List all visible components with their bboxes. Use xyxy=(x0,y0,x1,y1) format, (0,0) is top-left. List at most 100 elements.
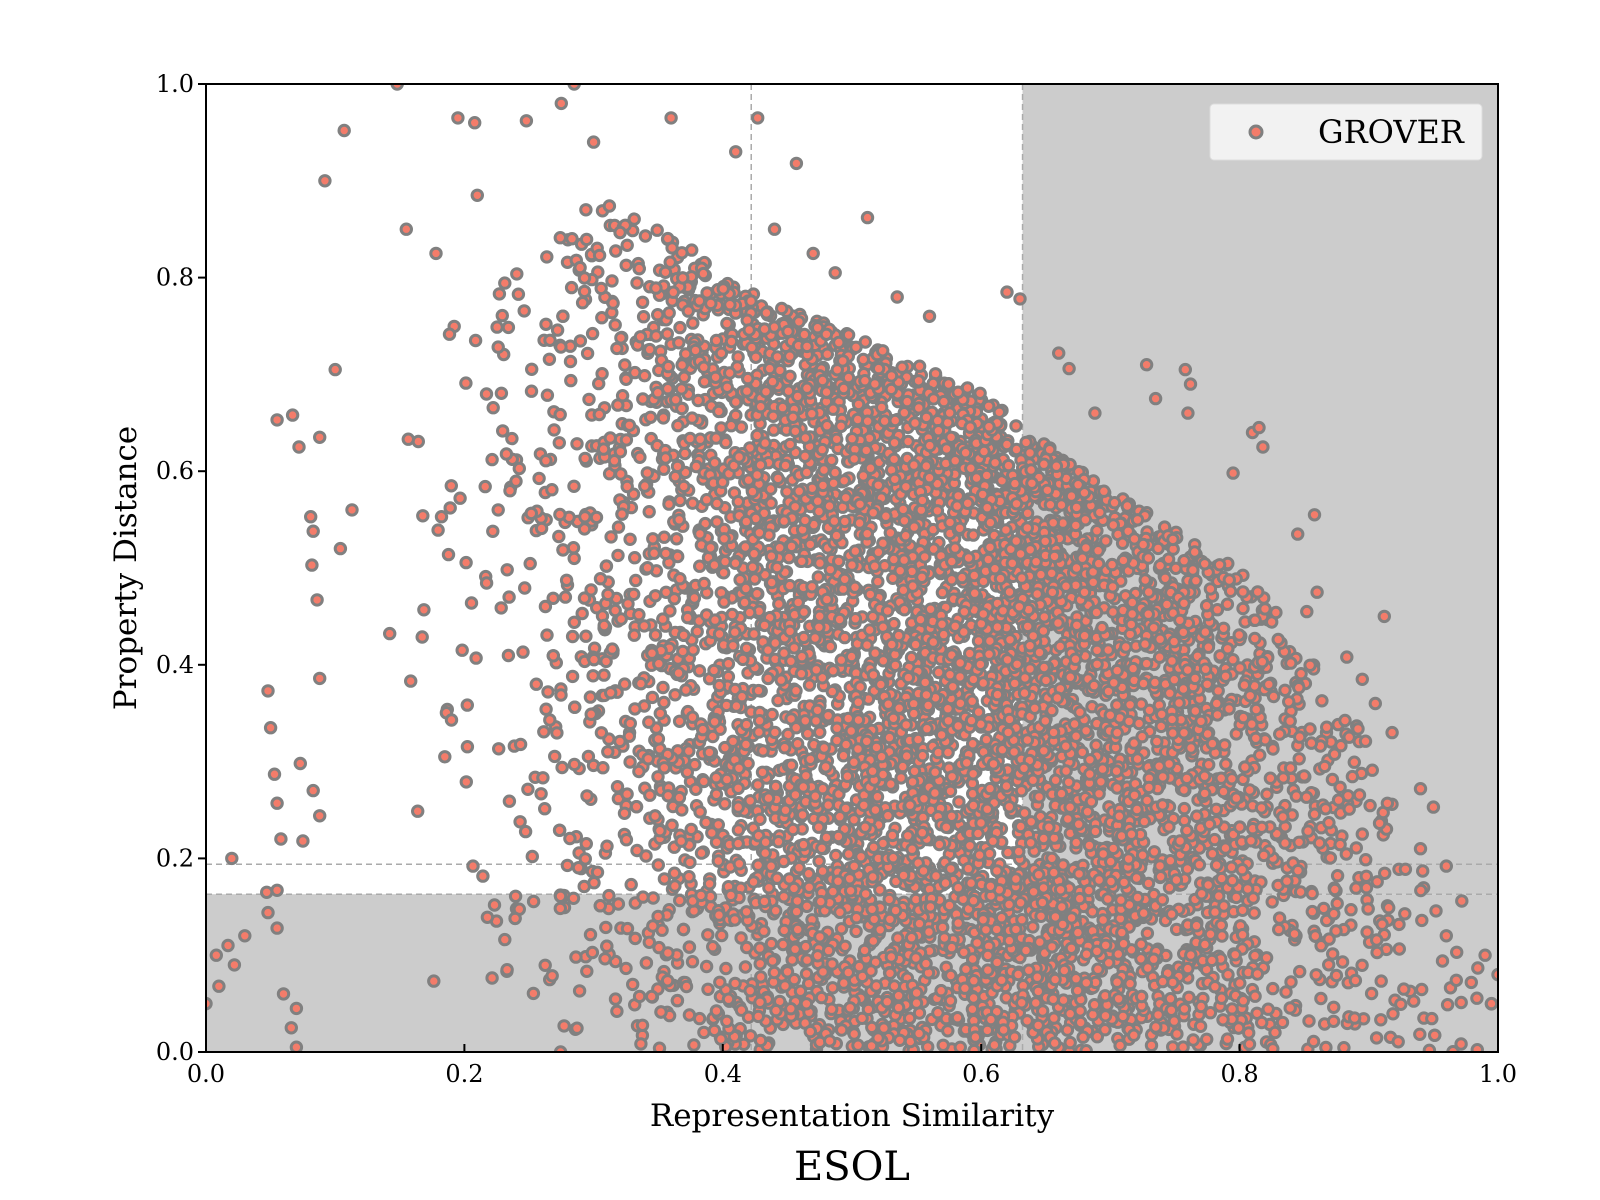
scatter-point xyxy=(567,551,581,566)
scatter-point xyxy=(503,484,517,498)
scatter-point xyxy=(843,872,857,886)
scatter-point xyxy=(1314,939,1328,953)
scatter-point xyxy=(1392,942,1407,956)
scatter-point xyxy=(1099,534,1113,548)
scatter-point xyxy=(1398,862,1413,876)
scatter-point xyxy=(816,478,830,493)
scatter-point xyxy=(492,742,506,756)
scatter-point xyxy=(1192,858,1207,872)
scatter-point xyxy=(1266,742,1280,756)
scatter-point xyxy=(1248,989,1262,1003)
scatter-point xyxy=(849,340,863,354)
scatter-point xyxy=(908,416,922,430)
scatter-point xyxy=(673,893,687,908)
scatter-point xyxy=(636,310,651,324)
scatter-point xyxy=(611,520,626,534)
scatter-point xyxy=(476,869,490,883)
scatter-point xyxy=(1333,780,1347,794)
scatter-point xyxy=(811,570,825,584)
scatter-point xyxy=(518,581,532,595)
scatter-point xyxy=(836,749,851,763)
scatter-point xyxy=(1325,772,1340,787)
scatter-point xyxy=(510,267,524,281)
scatter-point xyxy=(745,560,760,574)
scatter-point xyxy=(657,530,671,544)
scatter-point xyxy=(1292,835,1306,849)
scatter-point xyxy=(1327,1000,1341,1014)
scatter-point xyxy=(1339,847,1354,861)
scatter-point xyxy=(1278,683,1292,697)
scatter-point xyxy=(1147,845,1162,859)
scatter-point xyxy=(498,932,512,947)
scatter-point xyxy=(1330,869,1345,883)
scatter-point xyxy=(434,510,449,524)
scatter-point xyxy=(541,685,555,699)
scatter-point xyxy=(764,936,779,951)
scatter-point xyxy=(753,957,767,971)
scatter-point xyxy=(1415,982,1429,997)
scatter-point xyxy=(575,296,590,310)
scatter-point xyxy=(1135,848,1150,862)
scatter-point xyxy=(524,384,539,398)
scatter-point xyxy=(662,306,676,320)
scatter-point xyxy=(1205,953,1219,968)
scatter-point xyxy=(1305,904,1320,919)
scatter-point xyxy=(1203,927,1218,941)
scatter-point xyxy=(865,1020,879,1035)
scatter-point xyxy=(672,336,686,350)
scatter-point xyxy=(718,554,732,569)
scatter-point xyxy=(1326,947,1340,961)
scatter-point xyxy=(1176,1040,1190,1052)
scatter-point xyxy=(734,931,748,945)
scatter-point xyxy=(608,318,622,332)
scatter-point xyxy=(765,954,780,968)
scatter-point xyxy=(1034,909,1048,923)
scatter-point xyxy=(1293,964,1307,979)
scatter-point xyxy=(1200,1032,1214,1047)
scatter-point xyxy=(577,591,592,605)
scatter-point xyxy=(431,523,445,537)
scatter-point xyxy=(1090,1030,1105,1044)
scatter-point xyxy=(651,858,665,872)
scatter-point xyxy=(772,597,786,611)
scatter-point xyxy=(662,497,676,511)
scatter-point xyxy=(1470,1043,1484,1052)
scatter-point xyxy=(579,232,594,247)
scatter-point xyxy=(686,316,700,330)
scatter-point xyxy=(1013,896,1028,910)
scatter-point xyxy=(525,362,539,376)
scatter-point xyxy=(566,891,581,905)
scatter-point xyxy=(1429,904,1443,918)
scatter-point xyxy=(1314,991,1328,1006)
scatter-point xyxy=(536,771,550,785)
scatter-point xyxy=(907,706,921,721)
scatter-point xyxy=(721,657,736,671)
scatter-point xyxy=(774,673,788,687)
scatter-point xyxy=(455,643,469,657)
scatter-point xyxy=(670,459,685,474)
scatter-point xyxy=(1358,734,1373,748)
scatter-point xyxy=(508,889,523,903)
scatter-point xyxy=(492,287,507,301)
scatter-point xyxy=(1205,847,1220,861)
scatter-point xyxy=(668,879,682,893)
scatter-point xyxy=(825,981,840,995)
scatter-point xyxy=(679,683,693,697)
scatter-point xyxy=(697,375,712,389)
scatter-point xyxy=(1083,767,1097,781)
scatter-point xyxy=(1328,882,1342,897)
scatter-point xyxy=(797,327,812,342)
scatter-point xyxy=(1292,752,1306,766)
scatter-point xyxy=(952,795,966,809)
scatter-point xyxy=(937,627,951,642)
scatter-point xyxy=(891,931,905,945)
scatter-point xyxy=(542,352,557,366)
scatter-point xyxy=(882,730,897,745)
scatter-point xyxy=(873,923,887,937)
scatter-point xyxy=(559,573,574,587)
scatter-point xyxy=(1454,1037,1468,1051)
scatter-point xyxy=(1282,695,1296,709)
scatter-point xyxy=(1293,730,1307,744)
scatter-point xyxy=(690,624,704,639)
scatter-point xyxy=(502,794,517,808)
